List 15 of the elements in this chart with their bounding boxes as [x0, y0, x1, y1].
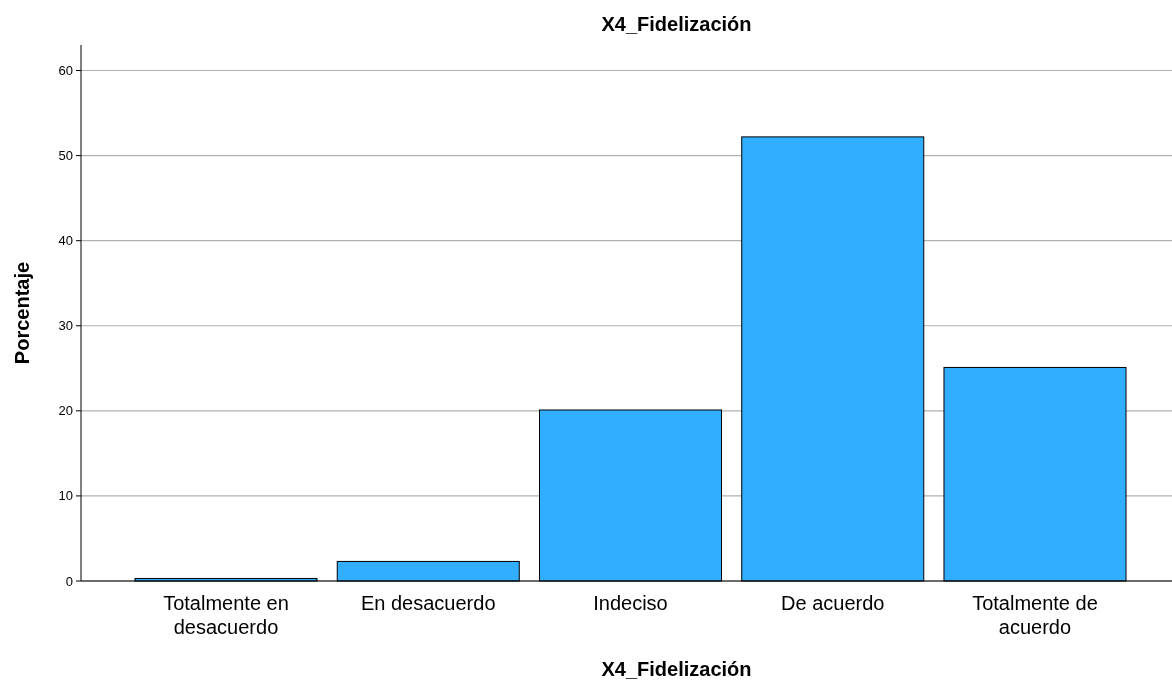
y-tick-label: 30 — [58, 318, 73, 334]
y-tick-label: 50 — [58, 148, 73, 164]
x-tick-label: De acuerdo — [781, 592, 885, 614]
x-tick-label: Totalmente de acuerdo — [972, 592, 1098, 638]
y-tick-label: 60 — [58, 63, 73, 79]
x-tick-label: En desacuerdo — [360, 592, 496, 614]
y-tick-label: 0 — [65, 573, 73, 589]
x-axis-title: X4_Fidelización — [601, 658, 752, 680]
y-axis-title: Porcentaje — [11, 261, 33, 365]
chart-title: X4_Fidelización — [601, 13, 752, 35]
y-tick-label: 40 — [58, 233, 73, 249]
x-tick-label: Indeciso — [593, 592, 668, 614]
x-tick-label: Totalmente en desacuerdo — [163, 592, 289, 638]
y-tick-label: 10 — [58, 488, 73, 504]
y-tick-label: 20 — [58, 403, 73, 419]
